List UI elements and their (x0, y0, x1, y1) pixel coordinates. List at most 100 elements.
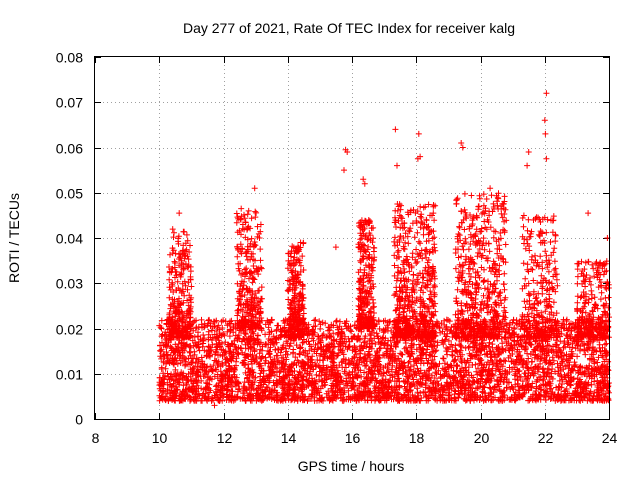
data-point (170, 234, 177, 241)
data-point (233, 210, 240, 217)
data-point (283, 356, 290, 363)
axis-ticks: 8 10 12 14 16 18 20 22 2400.010.020.030.040.050.… (56, 50, 618, 447)
data-point (458, 344, 465, 350)
data-point (516, 373, 523, 380)
data-point (204, 384, 211, 391)
x-tick-label: 8 (92, 430, 100, 446)
data-point (594, 384, 601, 390)
data-point (478, 357, 485, 363)
x-tick-label: 22 (538, 430, 554, 446)
data-point (252, 208, 259, 215)
data-point (158, 317, 165, 324)
data-point (225, 387, 231, 393)
data-point (166, 294, 173, 301)
data-point (398, 351, 405, 358)
data-point (212, 366, 219, 373)
data-point (185, 256, 192, 263)
data-point (603, 340, 610, 347)
data-point (591, 378, 598, 385)
x-tick-label: 18 (409, 430, 425, 446)
x-tick-label: 14 (281, 430, 297, 446)
data-point (552, 368, 558, 375)
data-point (581, 342, 588, 349)
data-point (503, 338, 510, 345)
data-point (556, 346, 563, 353)
data-point (372, 341, 379, 347)
data-point (267, 344, 274, 351)
data-point (317, 325, 324, 332)
data-point (188, 283, 195, 290)
data-point (348, 328, 355, 335)
x-tick-label: 12 (217, 430, 233, 446)
data-point (589, 396, 596, 403)
data-point (449, 352, 456, 359)
data-point (486, 348, 493, 354)
data-point (213, 366, 220, 373)
data-points (156, 90, 612, 409)
data-point (243, 265, 250, 272)
y-tick-label: 0.04 (56, 231, 83, 247)
y-tick-label: 0.02 (56, 322, 83, 338)
data-point (304, 397, 311, 404)
data-point (274, 322, 281, 329)
data-point (529, 380, 536, 387)
data-point (432, 369, 439, 376)
data-point (191, 348, 198, 355)
x-tick-label: 20 (474, 430, 490, 446)
data-point (166, 276, 173, 283)
data-point (237, 345, 244, 351)
data-point (406, 367, 413, 374)
data-point (333, 317, 340, 324)
data-point (176, 295, 182, 302)
data-point (234, 253, 241, 260)
data-point (440, 355, 447, 362)
data-point (312, 316, 319, 323)
data-point (250, 275, 257, 282)
data-point (252, 214, 259, 221)
data-point (429, 356, 436, 363)
data-point (414, 385, 421, 392)
data-point (207, 387, 214, 394)
data-point (253, 209, 260, 216)
data-point (486, 339, 493, 346)
data-point (550, 357, 557, 364)
data-point (248, 235, 255, 242)
data-point (200, 332, 207, 338)
data-point (233, 219, 240, 226)
data-point (245, 207, 252, 214)
data-point (297, 262, 304, 269)
data-point (311, 317, 318, 324)
data-point (498, 361, 505, 368)
y-tick-label: 0.07 (56, 95, 83, 111)
data-point (316, 318, 323, 325)
data-point (317, 339, 324, 346)
data-point (529, 358, 536, 365)
y-tick-label: 0.03 (56, 276, 83, 292)
data-point (312, 341, 319, 348)
data-point (257, 246, 264, 253)
data-point (357, 367, 364, 374)
x-tick-label: 10 (152, 430, 168, 446)
data-point (581, 380, 588, 387)
data-point (248, 215, 255, 222)
data-point (218, 318, 225, 325)
gridlines (95, 57, 609, 419)
y-tick-label: 0.08 (56, 50, 83, 66)
data-point (416, 341, 422, 348)
data-point (169, 226, 176, 233)
data-point (258, 284, 265, 291)
data-point (273, 352, 280, 359)
y-tick-label: 0.05 (56, 186, 83, 202)
data-point (282, 345, 289, 352)
data-point (556, 377, 563, 384)
x-tick-label: 16 (345, 430, 361, 446)
data-point (244, 211, 251, 218)
data-point (318, 378, 325, 385)
data-point (224, 328, 231, 335)
y-tick-label: 0.06 (56, 141, 83, 157)
data-point (297, 345, 303, 352)
data-point (544, 365, 551, 372)
data-point (458, 338, 465, 344)
data-point (180, 228, 187, 235)
data-point (183, 231, 190, 238)
